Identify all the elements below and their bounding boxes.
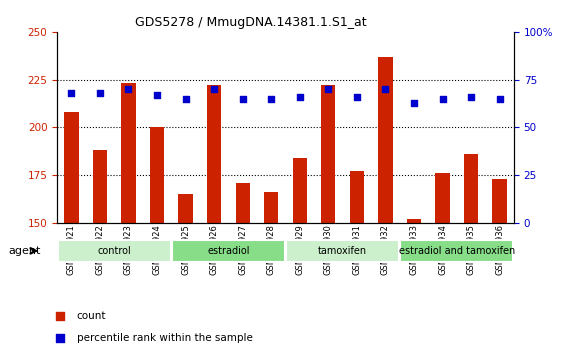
Text: count: count	[77, 311, 106, 321]
Bar	[264, 193, 278, 223]
Bar	[150, 127, 164, 223]
Point	[95, 90, 104, 96]
Bar	[58, 240, 171, 263]
Point	[267, 96, 276, 102]
Text: tamoxifen: tamoxifen	[318, 246, 367, 256]
Bar	[321, 85, 335, 223]
Point	[409, 100, 419, 105]
Bar	[435, 173, 450, 223]
Bar	[400, 240, 513, 263]
Bar	[172, 240, 285, 263]
Bar	[407, 219, 421, 223]
Text: agent: agent	[9, 246, 41, 256]
Bar	[292, 158, 307, 223]
Bar	[178, 194, 193, 223]
Text: estradiol: estradiol	[207, 246, 250, 256]
Point	[67, 90, 76, 96]
Bar	[464, 154, 478, 223]
Text: control: control	[97, 246, 131, 256]
Point	[295, 94, 304, 100]
Point	[55, 335, 65, 341]
Text: GDS5278 / MmugDNA.14381.1.S1_at: GDS5278 / MmugDNA.14381.1.S1_at	[135, 16, 367, 29]
Point	[381, 86, 390, 92]
Point	[55, 314, 65, 319]
Bar	[235, 183, 250, 223]
Bar	[93, 150, 107, 223]
Text: percentile rank within the sample: percentile rank within the sample	[77, 332, 253, 343]
Point	[124, 86, 133, 92]
Point	[438, 96, 447, 102]
Bar	[378, 57, 392, 223]
Point	[210, 86, 219, 92]
Point	[238, 96, 247, 102]
Point	[467, 94, 476, 100]
Bar	[349, 171, 364, 223]
Bar	[492, 179, 506, 223]
Bar	[207, 85, 221, 223]
Bar	[286, 240, 399, 263]
Bar	[64, 112, 78, 223]
Text: estradiol and tamoxifen: estradiol and tamoxifen	[399, 246, 515, 256]
Point	[324, 86, 333, 92]
Bar	[121, 84, 135, 223]
Point	[181, 96, 190, 102]
Point	[152, 92, 162, 98]
Point	[495, 96, 504, 102]
Point	[352, 94, 361, 100]
